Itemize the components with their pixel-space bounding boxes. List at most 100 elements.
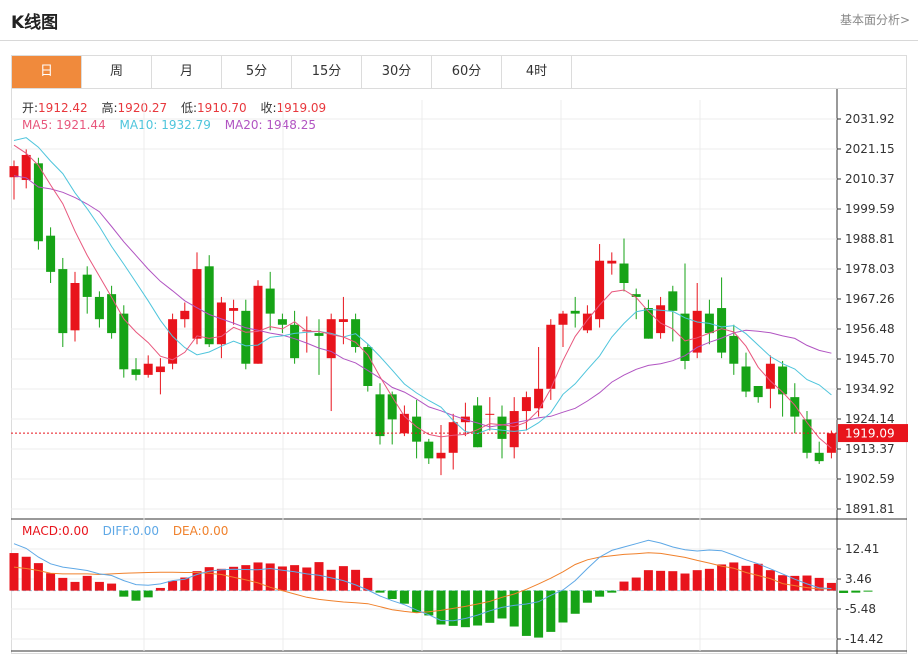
ma20-line (13, 175, 832, 428)
candle (387, 391, 397, 445)
macd-bar (363, 577, 373, 591)
candle (424, 438, 434, 464)
macd-bar (436, 590, 446, 625)
candle-body (82, 274, 92, 297)
macd-bar (778, 575, 788, 591)
candle (826, 430, 836, 459)
candle-body (753, 385, 763, 398)
candle-body (326, 319, 336, 359)
candle-body (595, 260, 605, 320)
macd-value: 0.00 (62, 524, 89, 538)
macd-bar (546, 590, 556, 632)
tab-1[interactable]: 周 (82, 56, 152, 88)
candle-body (582, 313, 592, 331)
candle-body (363, 347, 373, 386)
candle (570, 296, 580, 328)
macd-legend-item: MACD:0.00 (22, 524, 89, 538)
macd-bar (58, 577, 68, 591)
macd-bar (119, 590, 129, 597)
candle-body (375, 394, 385, 437)
candle-body (534, 388, 544, 409)
macd-tick-label: 3.46 (845, 572, 872, 586)
candle (643, 299, 653, 339)
candle (192, 252, 202, 345)
macd-bar (204, 567, 214, 591)
dea-value: 0.00 (201, 524, 229, 538)
candle-body (387, 394, 397, 420)
ma5-legend: MA5: 1921.44 (22, 118, 106, 132)
macd-bar (351, 569, 361, 591)
candle-body (497, 416, 507, 439)
macd-bar (863, 590, 873, 592)
candle-body (436, 452, 446, 459)
page-header: K线图 基本面分析> (0, 0, 918, 41)
candle-body (412, 416, 422, 442)
candle (21, 149, 31, 189)
diff-line (13, 539, 832, 622)
candle (582, 305, 592, 334)
tab-4[interactable]: 15分 (292, 56, 362, 88)
candle-body (717, 308, 727, 353)
candle-body (607, 260, 617, 264)
price-tick-label: 2010.37 (845, 172, 895, 186)
candle-body (619, 263, 629, 284)
low-label: 低: (181, 101, 198, 115)
candle-body (168, 319, 178, 364)
candle (485, 397, 495, 431)
macd-bar (412, 590, 422, 613)
tab-3[interactable]: 5分 (222, 56, 292, 88)
tab-7[interactable]: 4时 (502, 56, 572, 88)
macd-bar (790, 575, 800, 591)
macd-bar (229, 566, 239, 591)
candle (204, 255, 214, 348)
candle (753, 385, 763, 403)
macd-bar (582, 590, 592, 603)
macd-bar (521, 590, 531, 636)
macd-bar (82, 575, 92, 591)
candle-body (656, 305, 666, 334)
candle (631, 288, 641, 320)
macd-bar (265, 563, 275, 591)
tab-5[interactable]: 30分 (362, 56, 432, 88)
candle-body (131, 369, 141, 375)
candle-body (521, 397, 531, 412)
ma5-value: 1921.44 (56, 118, 106, 132)
macd-bar (851, 590, 861, 593)
price-tick-label: 2021.15 (845, 142, 895, 156)
candle-body (155, 366, 165, 373)
ma5-label: MA5: (22, 118, 53, 132)
candle-body (204, 266, 214, 345)
macd-bar (729, 562, 739, 591)
macd-bar (814, 577, 824, 591)
candle (521, 391, 531, 431)
candle-body (485, 413, 495, 415)
macd-bar (765, 570, 775, 591)
tab-2[interactable]: 月 (152, 56, 222, 88)
candle (790, 383, 800, 434)
candle-body (290, 324, 300, 359)
candle (168, 313, 178, 370)
macd-bar (643, 570, 653, 591)
macd-bar (131, 590, 141, 601)
candle (216, 296, 226, 359)
candle (82, 266, 92, 314)
candle (70, 271, 80, 342)
tab-0[interactable]: 日 (12, 56, 82, 88)
candle-body (46, 235, 56, 272)
candle (107, 285, 117, 339)
candle-body (70, 283, 80, 331)
last-price-label: 1919.09 (845, 427, 895, 441)
diff-legend-item: DIFF:0.00 (103, 524, 159, 538)
macd-tick-label: 12.41 (845, 542, 879, 556)
tab-6[interactable]: 60分 (432, 56, 502, 88)
candle (290, 310, 300, 364)
candle-body (692, 310, 702, 353)
candle-body (558, 313, 568, 325)
macd-bar (741, 565, 751, 591)
candle (302, 316, 312, 353)
macd-bar (680, 573, 690, 591)
price-tick-label: 1902.59 (845, 472, 895, 486)
fundamental-analysis-link[interactable]: 基本面分析> (839, 13, 910, 27)
diff-value: 0.00 (132, 524, 159, 538)
